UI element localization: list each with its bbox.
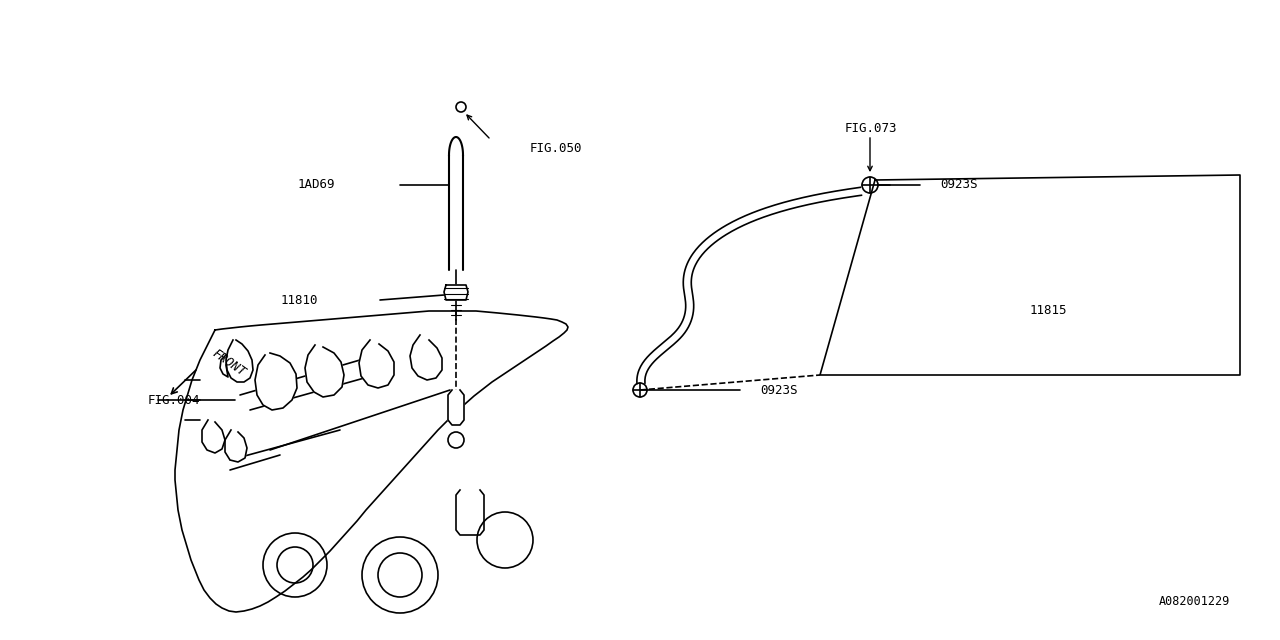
- Polygon shape: [255, 353, 297, 410]
- Text: 11810: 11810: [280, 294, 317, 307]
- Text: 0923S: 0923S: [760, 383, 797, 397]
- Polygon shape: [227, 340, 253, 382]
- Text: FIG.004: FIG.004: [148, 394, 201, 406]
- Text: FIG.073: FIG.073: [845, 122, 897, 134]
- Text: 11815: 11815: [1030, 303, 1068, 317]
- Polygon shape: [358, 340, 394, 388]
- Polygon shape: [448, 390, 465, 425]
- Polygon shape: [175, 311, 568, 612]
- Polygon shape: [456, 490, 484, 535]
- Text: FRONT: FRONT: [210, 347, 248, 379]
- Text: FIG.050: FIG.050: [530, 141, 582, 154]
- Text: 1AD69: 1AD69: [297, 179, 335, 191]
- Polygon shape: [202, 420, 225, 453]
- Polygon shape: [305, 345, 344, 397]
- Polygon shape: [410, 335, 442, 380]
- Text: 0923S: 0923S: [940, 179, 978, 191]
- Polygon shape: [444, 285, 468, 300]
- Text: A082001229: A082001229: [1158, 595, 1230, 608]
- Polygon shape: [225, 430, 247, 462]
